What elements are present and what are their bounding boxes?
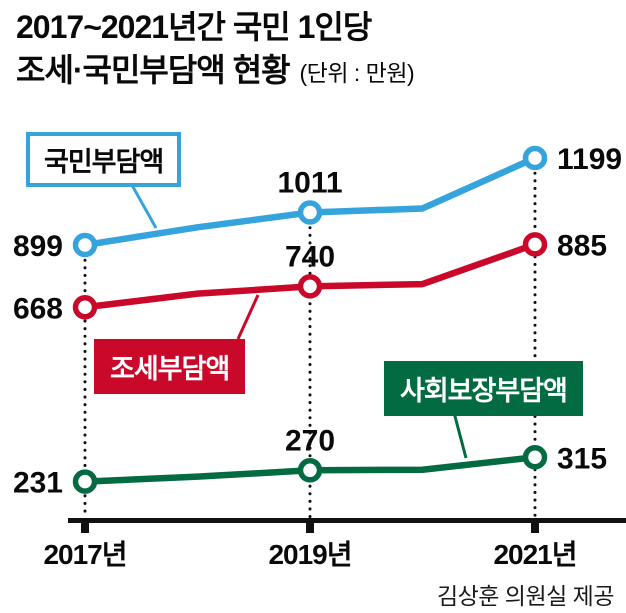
legend-social-security-burden: 사회보장부담액 <box>384 361 583 416</box>
legend-tax-burden: 조세부담액 <box>94 339 246 394</box>
data-point <box>297 200 323 225</box>
label-pointer <box>236 294 260 340</box>
data-point <box>72 469 98 494</box>
chart-title: 2017~2021년간 국민 1인당 조세·국민부담액 현황 (단위 : 만원) <box>16 6 415 95</box>
data-point <box>297 274 323 299</box>
x-tick-2021: 2021년 <box>493 539 577 570</box>
axis-tick <box>81 518 89 533</box>
title-line1: 2017~2021년간 국민 1인당 <box>16 9 372 45</box>
value-label: 270 <box>285 424 335 457</box>
value-label: 1011 <box>277 167 342 200</box>
data-point <box>72 232 98 258</box>
title-line2: 조세·국민부담액 현황 (단위 : 만원) <box>16 49 415 95</box>
data-point <box>522 145 548 171</box>
data-point <box>522 232 548 257</box>
value-label: 668 <box>13 292 63 325</box>
data-point <box>72 295 98 320</box>
axis-tick <box>531 518 539 533</box>
value-label: 231 <box>13 467 63 500</box>
value-label: 885 <box>557 229 607 262</box>
x-axis <box>68 518 626 523</box>
data-point <box>522 445 548 470</box>
value-label: 899 <box>13 230 63 263</box>
value-label: 740 <box>285 240 335 273</box>
axis-tick <box>306 518 314 533</box>
value-label: 1199 <box>557 143 622 176</box>
source-credit: 김상훈 의원실 제공 <box>436 583 615 609</box>
x-tick-2017: 2017년 <box>43 539 127 570</box>
title-line2-text: 조세·국민부담액 현황 <box>16 52 291 88</box>
unit-label: (단위 : 만원) <box>299 60 415 86</box>
legend-national-burden: 국민부담액 <box>26 132 182 187</box>
value-label: 315 <box>557 442 607 475</box>
data-point <box>297 458 323 483</box>
x-tick-2019: 2019년 <box>268 539 352 570</box>
